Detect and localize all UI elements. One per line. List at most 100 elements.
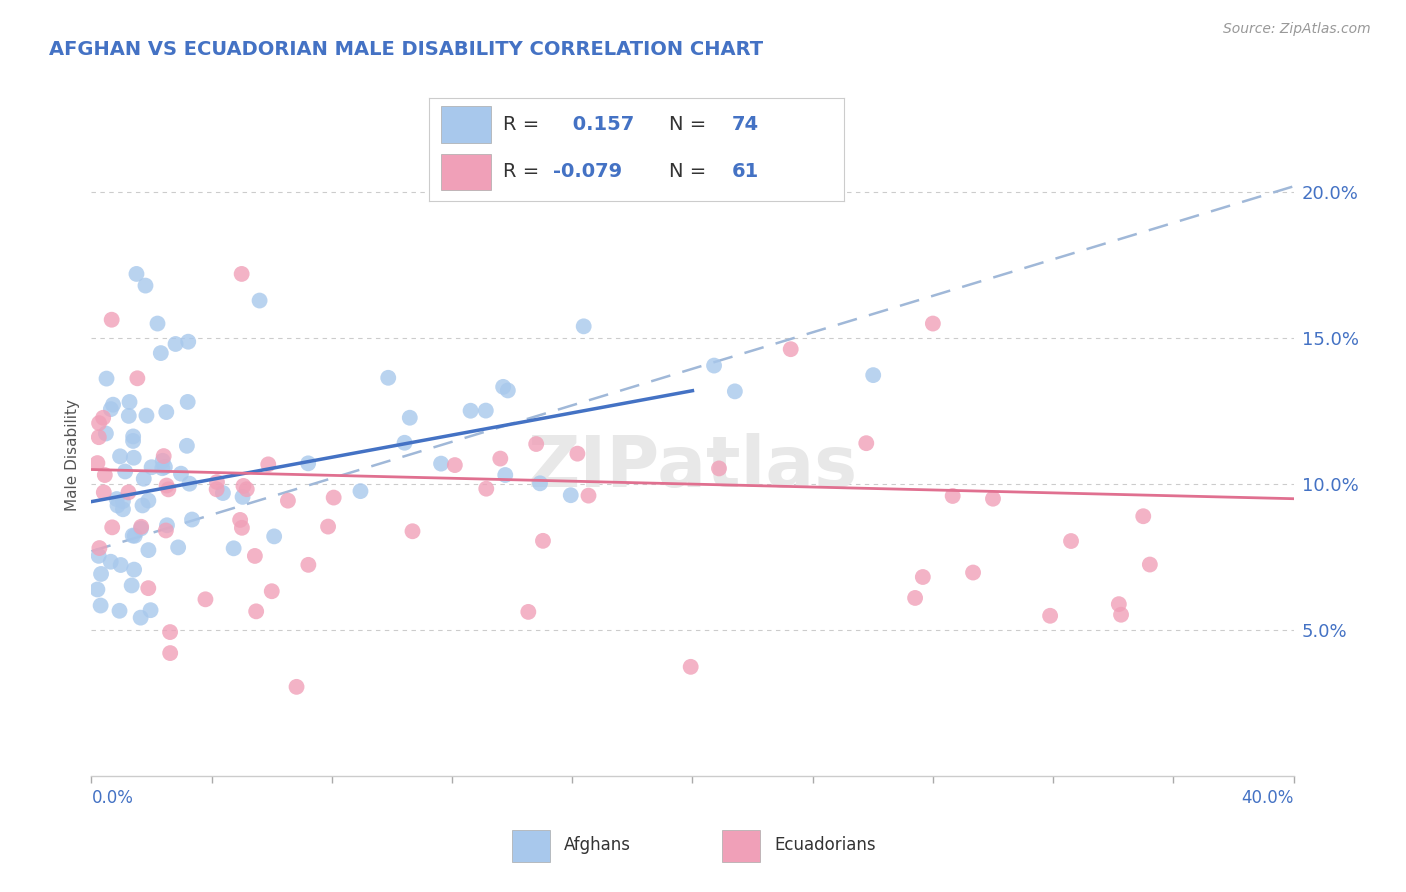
Point — [86, 582, 108, 597]
Point — [157, 483, 180, 497]
Point — [349, 484, 371, 499]
Point — [89, 541, 111, 555]
Point — [155, 478, 177, 492]
Point — [135, 409, 157, 423]
Point — [94, 426, 117, 441]
Text: Afghans: Afghans — [564, 836, 631, 855]
Point — [260, 584, 283, 599]
Text: 40.0%: 40.0% — [1241, 789, 1294, 806]
Y-axis label: Male Disability: Male Disability — [65, 399, 80, 511]
Text: R =: R = — [503, 162, 540, 181]
Point — [108, 450, 131, 464]
Point — [100, 402, 122, 417]
Point — [1039, 608, 1062, 623]
Point — [1060, 534, 1083, 549]
Point — [105, 491, 128, 506]
Point — [578, 489, 600, 503]
Point — [114, 465, 136, 479]
Point — [297, 558, 319, 572]
Point — [231, 267, 253, 281]
Point — [156, 518, 179, 533]
Point — [100, 555, 122, 569]
Point — [87, 549, 110, 563]
Text: -0.079: -0.079 — [554, 162, 623, 181]
Point — [141, 460, 163, 475]
Point — [560, 488, 582, 502]
Point — [297, 456, 319, 470]
Point — [93, 485, 115, 500]
Point — [567, 447, 589, 461]
Point — [1132, 509, 1154, 524]
Point — [146, 317, 169, 331]
Point — [167, 541, 190, 555]
Point — [1108, 597, 1130, 611]
Text: 0.157: 0.157 — [565, 115, 634, 135]
Point — [398, 410, 420, 425]
Point — [159, 625, 181, 640]
Point — [124, 529, 146, 543]
FancyBboxPatch shape — [723, 830, 761, 863]
Point — [122, 450, 145, 465]
Point — [129, 521, 152, 535]
Point — [489, 451, 512, 466]
Point — [122, 563, 145, 577]
Point — [179, 476, 201, 491]
Point — [524, 437, 547, 451]
Point — [401, 524, 423, 539]
Point — [316, 519, 339, 533]
Point — [122, 434, 145, 448]
Point — [107, 499, 129, 513]
Point — [90, 566, 112, 581]
Point — [232, 490, 254, 504]
FancyBboxPatch shape — [441, 106, 491, 144]
Point — [322, 491, 344, 505]
Point — [1109, 607, 1132, 622]
Point — [159, 646, 181, 660]
Point — [911, 570, 934, 584]
Point — [205, 483, 228, 497]
Text: 0.0%: 0.0% — [91, 789, 134, 806]
Point — [981, 491, 1004, 506]
Point — [707, 461, 730, 475]
Point — [517, 605, 540, 619]
Point — [86, 456, 108, 470]
Point — [494, 468, 516, 483]
Point — [377, 371, 399, 385]
Point — [529, 476, 551, 491]
Point — [170, 467, 193, 481]
Point — [138, 493, 160, 508]
Point — [136, 581, 159, 595]
Point — [277, 493, 299, 508]
Point — [176, 395, 198, 409]
Text: AFGHAN VS ECUADORIAN MALE DISABILITY CORRELATION CHART: AFGHAN VS ECUADORIAN MALE DISABILITY COR… — [49, 40, 763, 59]
Point — [232, 479, 254, 493]
Point — [679, 660, 702, 674]
Point — [904, 591, 927, 605]
Text: Source: ZipAtlas.com: Source: ZipAtlas.com — [1223, 22, 1371, 37]
Point — [394, 435, 416, 450]
Point — [155, 524, 177, 538]
Text: 74: 74 — [731, 115, 759, 135]
Point — [96, 371, 118, 385]
Point — [87, 416, 110, 430]
Point — [194, 592, 217, 607]
Point — [430, 457, 453, 471]
Point — [475, 403, 498, 417]
Point — [125, 267, 148, 281]
Point — [231, 521, 253, 535]
Point — [131, 499, 153, 513]
Point — [121, 528, 143, 542]
Point — [110, 558, 132, 572]
Point — [181, 512, 204, 526]
Text: R =: R = — [503, 115, 540, 135]
Point — [117, 485, 139, 500]
Point — [942, 489, 965, 503]
Point — [134, 278, 156, 293]
Point — [122, 429, 145, 443]
Text: Ecuadorians: Ecuadorians — [775, 836, 876, 855]
Point — [111, 502, 134, 516]
Point — [111, 494, 134, 508]
Point — [444, 458, 467, 472]
Point — [475, 482, 498, 496]
Point — [229, 513, 252, 527]
